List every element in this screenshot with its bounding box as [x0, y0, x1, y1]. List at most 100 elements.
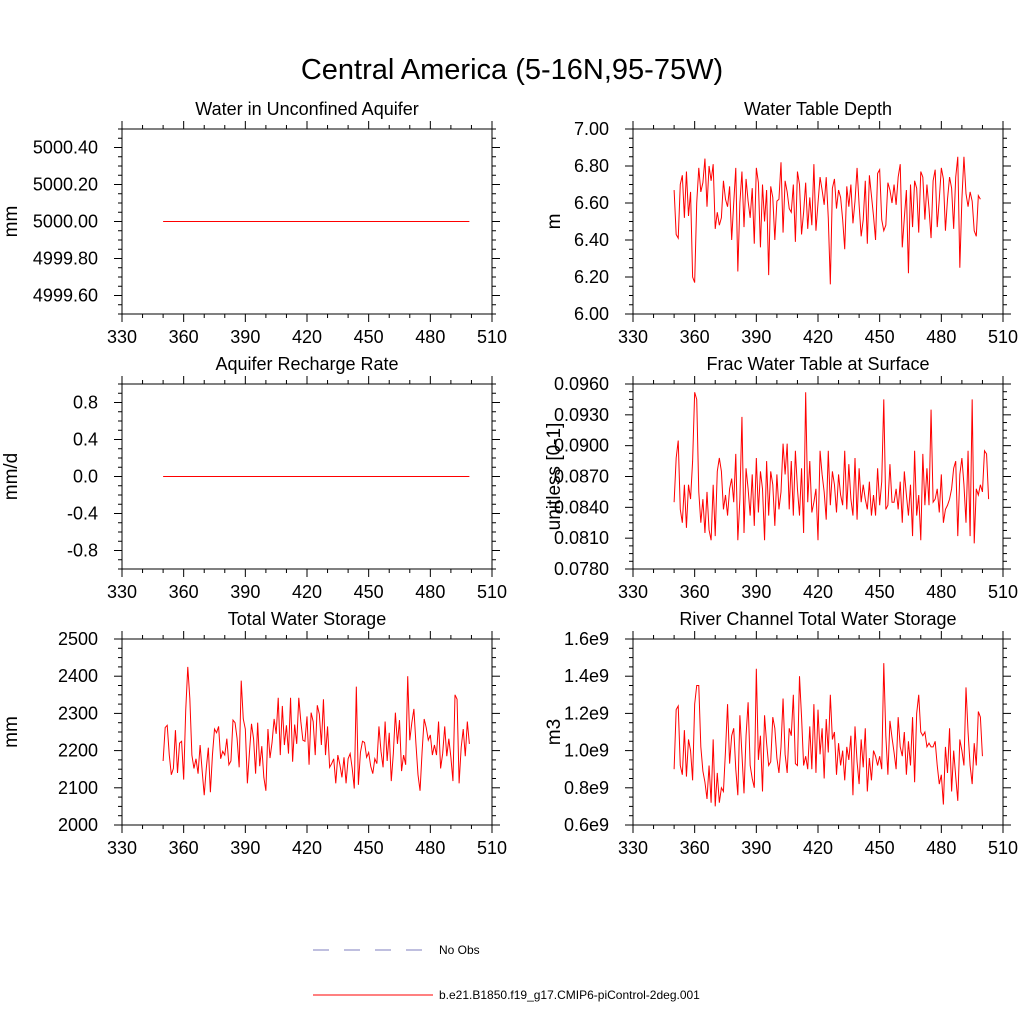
y-axis-label: mm — [1, 206, 22, 238]
x-tick-label: 420 — [292, 327, 322, 347]
y-tick-label: 1.0e9 — [564, 741, 609, 761]
y-axis-label: mm — [1, 716, 22, 748]
panel-total-water-storage: Total Water Storage 330 360 390 420 450 480 510… — [1, 609, 507, 858]
plot-frame — [632, 128, 1004, 315]
y-axis-label: m3 — [544, 719, 565, 745]
y-tick-label: 5000.20 — [33, 175, 98, 195]
y-tick-label: 7.00 — [574, 119, 609, 139]
legend-label-model-run: b.e21.B1850.f19_g17.CMIP6-piControl-2deg… — [439, 988, 700, 1002]
plot-frame — [121, 638, 493, 826]
x-tick-label: 420 — [292, 838, 322, 858]
panel-river-channel-storage: River Channel Total Water Storage 330 360 3… — [544, 609, 1018, 858]
panel-title: Frac Water Table at Surface — [706, 354, 929, 374]
series-line — [673, 156, 981, 285]
x-tick-label: 480 — [415, 582, 445, 602]
x-tick-label: 420 — [803, 838, 833, 858]
y-tick-label: 0.0870 — [554, 467, 609, 487]
x-tick-label: 420 — [803, 327, 833, 347]
x-tick-label: 510 — [477, 582, 507, 602]
x-tick-label: 360 — [169, 838, 199, 858]
y-tick-label: 6.20 — [574, 267, 609, 287]
y-tick-label: 0.0810 — [554, 528, 609, 548]
y-tick-label: 2300 — [58, 703, 98, 723]
series-line — [673, 663, 983, 807]
x-tick-label: 450 — [865, 582, 895, 602]
x-tick-label: 480 — [926, 327, 956, 347]
y-tick-label: 4999.60 — [33, 286, 98, 306]
plot-frame — [632, 383, 1004, 570]
panel-title: Total Water Storage — [228, 609, 386, 629]
y-tick-label: 6.00 — [574, 304, 609, 324]
y-tick-label: 1.2e9 — [564, 703, 609, 723]
y-tick-label: 2200 — [58, 741, 98, 761]
x-tick-label: 450 — [354, 327, 384, 347]
y-tick-label: 0.8e9 — [564, 778, 609, 798]
y-axis-label: unitless [0-1] — [544, 423, 565, 531]
x-tick-label: 390 — [230, 838, 260, 858]
figure-title: Central America (5-16N,95-75W) — [301, 54, 723, 86]
x-tick-label: 510 — [988, 327, 1018, 347]
y-tick-label: 4999.80 — [33, 249, 98, 269]
x-tick-label: 510 — [988, 838, 1018, 858]
x-tick-label: 390 — [230, 582, 260, 602]
x-tick-label: 450 — [865, 838, 895, 858]
x-tick-label: 450 — [354, 582, 384, 602]
x-tick-label: 360 — [680, 327, 710, 347]
y-tick-label: 1.6e9 — [564, 629, 609, 649]
legend-label-no-obs: No Obs — [439, 943, 480, 957]
y-tick-label: 0.0960 — [554, 374, 609, 394]
y-tick-label: 0.4 — [73, 430, 98, 450]
x-tick-label: 360 — [169, 327, 199, 347]
x-tick-label: 360 — [680, 582, 710, 602]
series-line — [673, 392, 990, 544]
y-tick-label: 0.8 — [73, 393, 98, 413]
x-tick-label: 510 — [988, 582, 1018, 602]
x-tick-label: 330 — [107, 582, 137, 602]
y-tick-label: 5000.00 — [33, 212, 98, 232]
y-tick-label: 2100 — [58, 778, 98, 798]
y-tick-label: 0.0930 — [554, 405, 609, 425]
panel-frac-water-table: Frac Water Table at Surface 330 360 390 420 4… — [544, 354, 1018, 602]
x-tick-label: 480 — [415, 838, 445, 858]
x-tick-label: 360 — [680, 838, 710, 858]
y-tick-label: 6.60 — [574, 193, 609, 213]
y-tick-label: 2400 — [58, 666, 98, 686]
y-tick-label: 0.0780 — [554, 559, 609, 579]
y-tick-label: 6.40 — [574, 230, 609, 250]
x-tick-label: 330 — [107, 838, 137, 858]
x-tick-label: 360 — [169, 582, 199, 602]
panel-aquifer-water: Water in Unconfined Aquifer 330 360 390 420 4… — [1, 99, 507, 347]
y-axis-label: mm/d — [1, 453, 22, 501]
y-tick-label: 2500 — [58, 629, 98, 649]
y-tick-label: 6.80 — [574, 156, 609, 176]
x-tick-label: 390 — [741, 327, 771, 347]
x-tick-label: 480 — [415, 327, 445, 347]
x-tick-label: 390 — [741, 838, 771, 858]
y-tick-label: -0.8 — [67, 541, 98, 561]
y-tick-label: -0.4 — [67, 504, 98, 524]
x-tick-label: 330 — [618, 327, 648, 347]
y-tick-label: 5000.40 — [33, 138, 98, 158]
y-tick-label: 2000 — [58, 815, 98, 835]
panels: Water in Unconfined Aquifer 330 360 390 420 4… — [1, 99, 1018, 858]
plot-frame — [632, 638, 1004, 826]
panel-recharge-rate: Aquifer Recharge Rate 330 360 390 420 450 480 5… — [1, 354, 507, 602]
series-line — [162, 666, 470, 796]
x-tick-label: 480 — [926, 838, 956, 858]
x-tick-label: 330 — [107, 327, 137, 347]
x-tick-label: 390 — [230, 327, 260, 347]
y-tick-label: 0.0 — [73, 467, 98, 487]
x-tick-label: 420 — [292, 582, 322, 602]
panel-title: Water Table Depth — [744, 99, 892, 119]
x-tick-label: 510 — [477, 327, 507, 347]
x-tick-label: 330 — [618, 838, 648, 858]
x-tick-label: 330 — [618, 582, 648, 602]
panel-title: Aquifer Recharge Rate — [215, 354, 398, 374]
x-tick-label: 450 — [865, 327, 895, 347]
x-tick-label: 510 — [477, 838, 507, 858]
y-tick-label: 1.4e9 — [564, 666, 609, 686]
panel-water-table-depth: Water Table Depth 330 360 390 420 450 480 510 6.… — [544, 99, 1018, 347]
y-tick-label: 0.0900 — [554, 436, 609, 456]
legend: No Obs b.e21.B1850.f19_g17.CMIP6-piContr… — [313, 943, 700, 1002]
